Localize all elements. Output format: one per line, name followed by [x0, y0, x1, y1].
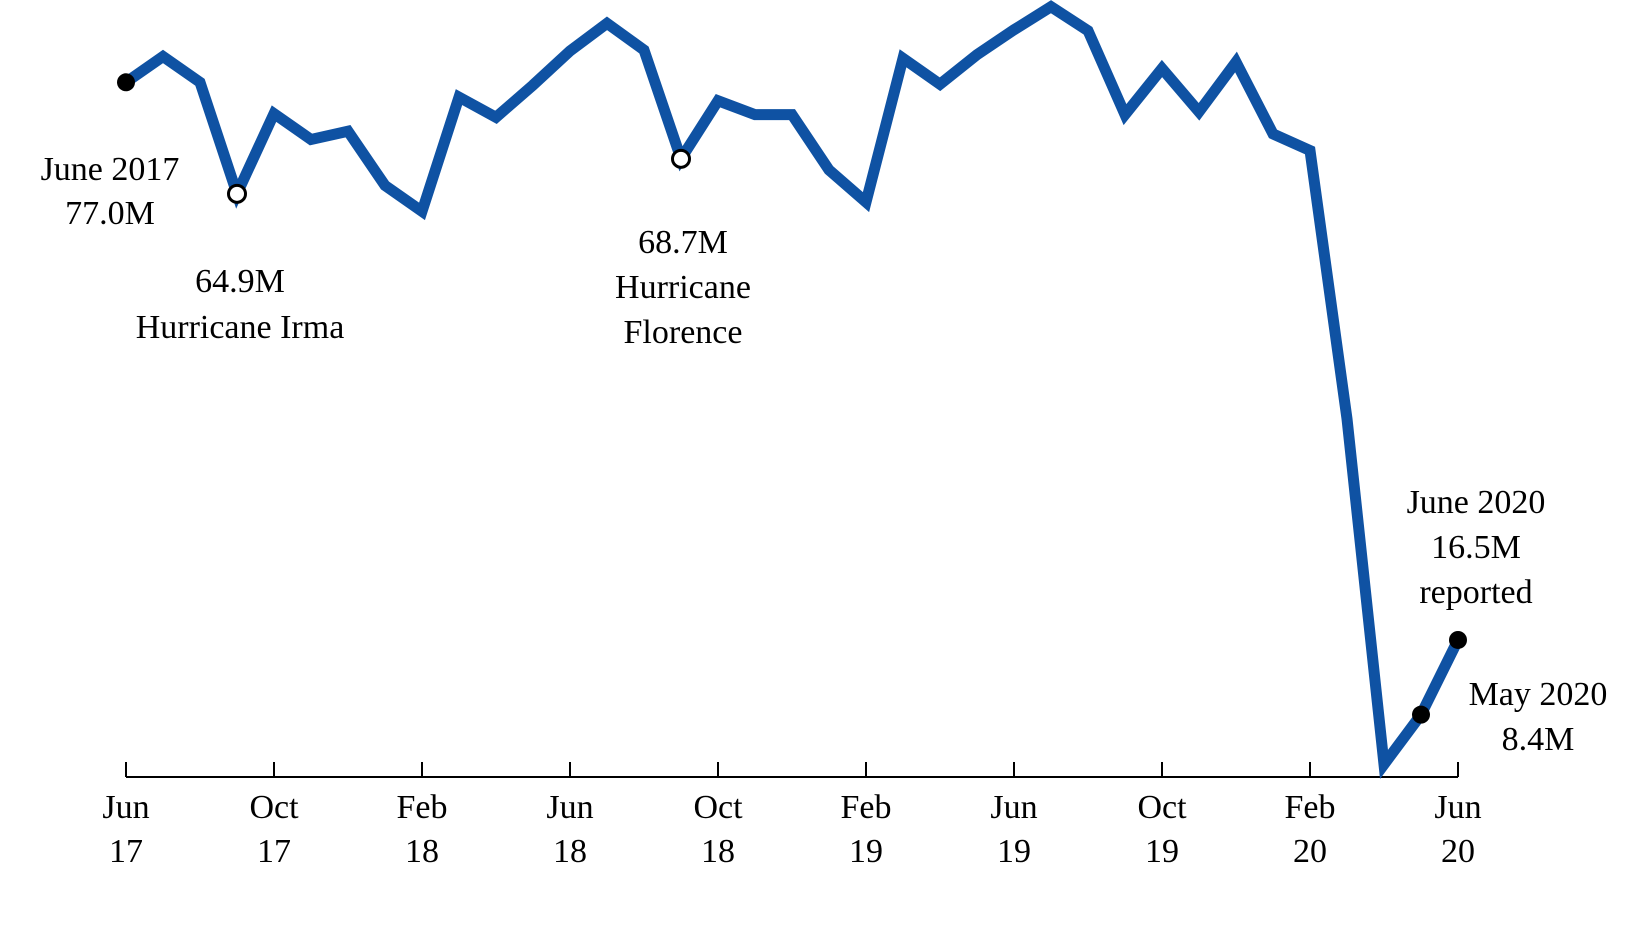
annotation: 64.9M Hurricane Irma: [136, 263, 345, 346]
x-tick-label-year: 20: [1441, 833, 1475, 870]
x-tick-label-month: Jun: [990, 789, 1037, 826]
annotation-text: 64.9M: [195, 263, 285, 300]
annotation: June 2020 16.5M reported: [1407, 484, 1546, 611]
annotation-text: reported: [1419, 574, 1532, 611]
annotation-text: 77.0M: [65, 195, 155, 232]
x-tick-label-year: 18: [701, 833, 735, 870]
x-tick-label-month: Oct: [1137, 789, 1187, 826]
open-marker: [227, 183, 247, 204]
filled-marker: [1449, 630, 1467, 649]
annotation-text: May 2020: [1469, 676, 1608, 713]
x-tick-label-year: 17: [257, 833, 291, 870]
marker-layer: [117, 73, 1467, 724]
annotation-text: 16.5M: [1431, 529, 1521, 566]
x-tick-label-month: Feb: [841, 789, 892, 826]
annotation-text: June 2017: [41, 151, 180, 188]
annotation: May 2020 8.4M: [1469, 676, 1608, 758]
x-tick-label-month: Feb: [1285, 789, 1336, 826]
series-layer: [122, 0, 1463, 779]
open-marker: [671, 148, 691, 169]
x-tick-label-month: Feb: [397, 789, 448, 826]
x-tick-label-year: 19: [997, 833, 1031, 870]
x-tick-label-month: Jun: [102, 789, 149, 826]
annotation-text: 68.7M: [638, 224, 728, 261]
annotation: June 2017 77.0M: [41, 151, 180, 232]
x-tick-label-month: Oct: [249, 789, 299, 826]
annotation-text: 8.4M: [1502, 721, 1575, 758]
x-axis: Jun 17 Oct 17 Feb 18 Jun 18 Oct 18 Feb 19 Jun 19 Oct 19…: [102, 762, 1482, 870]
series-line: [122, 0, 1463, 779]
x-tick-label-year: 19: [1145, 833, 1179, 870]
filled-marker: [1412, 705, 1430, 724]
annotation-text: June 2020: [1407, 484, 1546, 521]
annotation: 68.7M Hurricane Florence: [615, 224, 751, 351]
annotation-layer: June 2017 77.0M 64.9M Hurricane Irma 68.7M Hu…: [41, 151, 1608, 758]
annotation-text: Florence: [624, 314, 743, 351]
x-tick-label-year: 19: [849, 833, 883, 870]
x-tick-label-month: Jun: [1434, 789, 1481, 826]
x-tick-label-month: Oct: [693, 789, 743, 826]
x-tick-label-year: 18: [405, 833, 439, 870]
annotation-text: Hurricane Irma: [136, 309, 345, 346]
filled-marker: [117, 73, 135, 92]
x-tick-label-year: 17: [109, 833, 143, 870]
x-tick-label-year: 20: [1293, 833, 1327, 870]
x-tick-label-year: 18: [553, 833, 587, 870]
x-tick-label-month: Jun: [546, 789, 593, 826]
annotation-text: Hurricane: [615, 269, 751, 306]
